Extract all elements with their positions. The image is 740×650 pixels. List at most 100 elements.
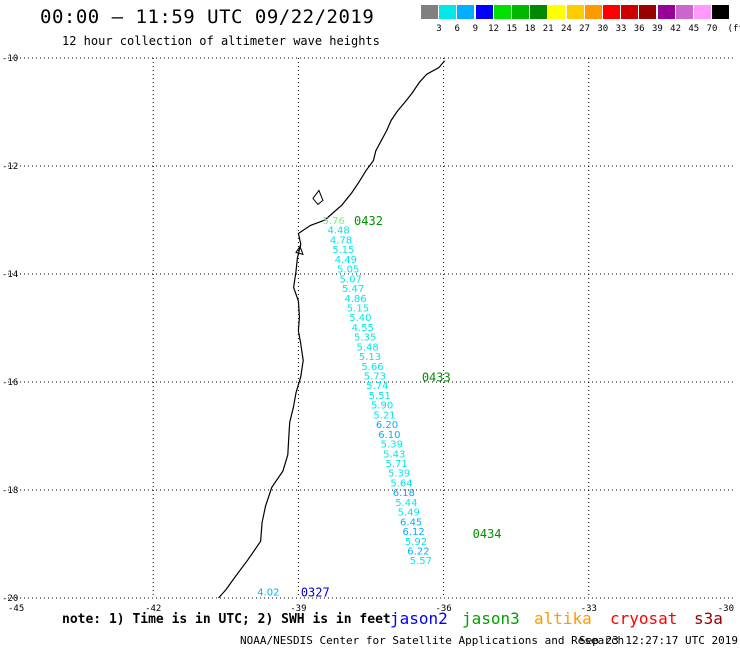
swh-value: 5.39 xyxy=(388,469,410,480)
legend-label: 45 xyxy=(688,24,700,34)
legend-swatch xyxy=(621,5,639,19)
swh-value: 5.05 xyxy=(337,265,359,276)
swh-value: 5.74 xyxy=(366,381,388,392)
swh-value: 4.49 xyxy=(335,255,357,266)
swh-value: 4.86 xyxy=(344,294,366,305)
swh-value: 5.13 xyxy=(359,352,381,363)
legend-swatch xyxy=(530,5,548,19)
swh-value: 5.35 xyxy=(354,333,376,344)
lat-tick-label: -10 xyxy=(2,54,18,64)
legend-label: 6 xyxy=(454,24,460,34)
swh-value: 6.10 xyxy=(378,430,400,441)
legend-swatch xyxy=(512,5,529,19)
legend-label: 24 xyxy=(560,24,572,34)
legend-label: 30 xyxy=(597,24,609,34)
legend-swatch xyxy=(675,5,693,19)
lat-tick-label: -20 xyxy=(2,594,18,604)
pass-label: 0433 xyxy=(422,371,451,385)
legend-swatch xyxy=(603,5,620,19)
swh-value: 5.71 xyxy=(386,459,408,470)
bay-outline xyxy=(295,245,304,256)
swh-value: 5.15 xyxy=(347,303,369,314)
swh-value: 4.78 xyxy=(330,235,352,246)
lon-tick-label: -36 xyxy=(435,604,451,614)
lon-tick-label: -30 xyxy=(718,604,734,614)
swh-value: 5.39 xyxy=(381,440,403,451)
page-subtitle: 12 hour collection of altimeter wave hei… xyxy=(62,34,380,48)
swh-value: 5.21 xyxy=(373,410,395,421)
swh-value: 4.48 xyxy=(327,226,349,237)
swh-value: 5.57 xyxy=(410,556,432,567)
legend-swatch xyxy=(548,5,566,19)
legend-swatch xyxy=(566,5,584,19)
satellite-jason3: jason3 xyxy=(462,609,520,628)
legend-swatch xyxy=(694,5,711,19)
legend-label: 70 xyxy=(706,24,718,34)
coastline xyxy=(218,60,446,599)
legend-label: 12 xyxy=(488,24,500,34)
legend-swatch xyxy=(439,5,457,19)
legend-swatch xyxy=(712,5,730,19)
pass-label: 0327 xyxy=(301,586,330,600)
legend-swatch xyxy=(493,5,511,19)
lon-tick-label: -45 xyxy=(8,604,24,614)
swh-value: 6.45 xyxy=(400,517,422,528)
swh-value: 6.18 xyxy=(393,488,415,499)
legend-label: 9 xyxy=(472,24,479,34)
satellite-s3a: s3a xyxy=(694,609,723,628)
legend-label: 39 xyxy=(651,24,663,34)
swh-value: 5.76 xyxy=(323,216,345,227)
legend-label: 33 xyxy=(615,24,627,34)
legend-swatch xyxy=(657,5,675,19)
lat-tick-label: -14 xyxy=(2,270,18,280)
lon-tick-label: -42 xyxy=(145,604,161,614)
swh-value: 5.92 xyxy=(405,537,427,548)
legend-swatch xyxy=(457,5,475,19)
swh-value: 4.55 xyxy=(352,323,374,334)
legend-label: 42 xyxy=(670,24,682,34)
footer-timestamp: Sep 23 12:27:17 UTC 2019 xyxy=(579,634,738,647)
legend-label: 21 xyxy=(542,24,554,34)
swh-value: 5.43 xyxy=(383,449,405,460)
legend-label: 15 xyxy=(506,24,518,34)
swh-value: 5.48 xyxy=(356,342,378,353)
swh-value: 5.51 xyxy=(369,391,391,402)
lat-tick-label: -12 xyxy=(2,162,18,172)
legend-swatch xyxy=(421,5,438,19)
swh-value: 4.02 xyxy=(257,588,279,599)
swh-value: 5.90 xyxy=(371,401,393,412)
satellite-cryosat: cryosat xyxy=(610,609,678,628)
legend-label: 36 xyxy=(633,24,645,34)
units-note: note: 1) Time is in UTC; 2) SWH is in fe… xyxy=(62,612,391,627)
legend-label: 18 xyxy=(524,24,536,34)
pass-label: 0434 xyxy=(473,527,502,541)
page-title: 00:00 – 11:59 UTC 09/22/2019 xyxy=(40,6,375,28)
swh-value: 5.07 xyxy=(340,274,362,285)
footer-org: NOAA/NESDIS Center for Satellite Applica… xyxy=(240,634,625,647)
legend-label: 27 xyxy=(579,24,591,34)
swh-value: 5.49 xyxy=(398,508,420,519)
swh-value: 5.15 xyxy=(332,245,354,256)
swh-value: 5.47 xyxy=(342,284,364,295)
bay-outline xyxy=(312,189,324,206)
swh-value: 6.22 xyxy=(407,546,429,557)
lon-tick-label: -39 xyxy=(290,604,306,614)
pass-label: 0432 xyxy=(354,214,383,228)
swh-value: 5.64 xyxy=(390,478,412,489)
satellite-jason2: jason2 xyxy=(390,609,448,628)
lat-tick-label: -18 xyxy=(2,486,18,496)
swh-value: 5.73 xyxy=(364,372,386,383)
legend-unit: (ft) xyxy=(727,24,740,34)
lon-tick-label: -33 xyxy=(581,604,597,614)
lat-tick-label: -16 xyxy=(2,378,18,388)
swh-value: 6.12 xyxy=(402,527,424,538)
swh-value: 5.44 xyxy=(395,498,417,509)
swh-value: 6.20 xyxy=(376,420,398,431)
legend-swatch xyxy=(639,5,657,19)
legend-swatch xyxy=(475,5,493,19)
swh-value: 5.66 xyxy=(361,362,383,373)
legend-swatch xyxy=(584,5,602,19)
legend-label: 3 xyxy=(436,24,442,34)
swh-value: 5.40 xyxy=(349,313,371,324)
